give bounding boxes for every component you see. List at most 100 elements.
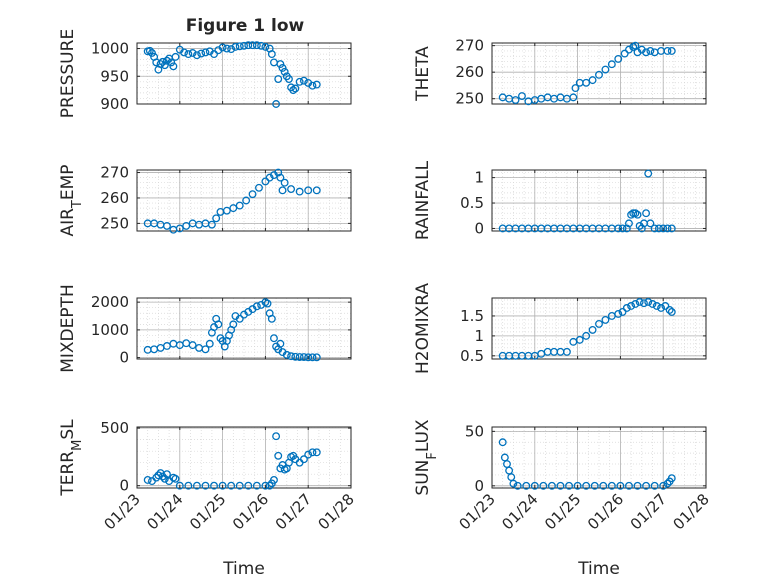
data-point [588, 76, 597, 85]
data-point [261, 42, 270, 51]
data-point [595, 70, 603, 79]
subplot-air-temp: 250 260 270 AIRTEMP [58, 164, 352, 237]
data-point [222, 44, 231, 53]
data-point [235, 481, 244, 490]
x-tick-label: 01/23 [456, 490, 499, 533]
axes-box [491, 426, 707, 489]
data-point [242, 196, 251, 205]
subplot-h2omixra: 0.5 1 1.5 H2OMIXRA [413, 283, 707, 374]
data-point [201, 345, 210, 354]
y-tick-label: 500 [100, 419, 129, 437]
data-point [289, 86, 298, 95]
data-point [654, 224, 663, 233]
data-point [274, 451, 283, 460]
data-point [312, 80, 321, 89]
data-point [163, 221, 171, 230]
data-point [278, 186, 287, 195]
y-tick-label: 0.5 [460, 194, 484, 212]
data-point [304, 353, 313, 362]
data-point [620, 49, 629, 58]
data-point [257, 41, 266, 50]
data-point [547, 481, 556, 490]
data-point [299, 353, 308, 362]
data-point [265, 481, 274, 490]
data-point [582, 481, 591, 490]
subplot-theta: 250 260 270 THETA [413, 37, 707, 108]
data-point [601, 65, 610, 74]
data-point [627, 302, 636, 310]
y-tick-label: 950 [100, 67, 129, 85]
data-point [148, 49, 156, 57]
data-point [571, 84, 580, 93]
data-point [569, 93, 578, 102]
y-tick-label: 1000 [91, 321, 129, 339]
data-point [278, 64, 287, 72]
data-point [646, 47, 655, 55]
data-point [573, 481, 582, 490]
data-point [263, 299, 272, 308]
data-point [252, 41, 261, 50]
x-tick-label: 01/25 [186, 490, 229, 533]
data-point [582, 78, 591, 87]
data-point [182, 221, 191, 230]
data-point [229, 320, 238, 329]
data-point [631, 300, 640, 308]
data-point [312, 353, 321, 362]
y-axis-label: PRESSURE [58, 29, 78, 118]
data-point [312, 448, 321, 457]
x-tick-label: 01/24 [498, 490, 541, 533]
data-point [299, 455, 308, 464]
data-point [276, 60, 285, 69]
data-point [614, 309, 623, 318]
data-point [622, 304, 631, 312]
y-tick-label: 1 [474, 169, 484, 187]
data-point [618, 224, 627, 233]
data-point [659, 224, 668, 233]
data-point [192, 51, 201, 60]
data-point [180, 48, 189, 57]
data-point [252, 481, 261, 490]
data-point [244, 41, 253, 50]
data-point [637, 224, 646, 233]
data-point [270, 334, 278, 343]
data-point [188, 49, 197, 57]
data-point [212, 214, 221, 223]
y-tick-label: 0 [119, 477, 129, 495]
subplot-rainfall: 0 0.5 1 RAINFALL [413, 160, 707, 240]
data-point [590, 481, 599, 490]
data-point [276, 173, 285, 182]
subplot-sun-flux: 0 50 01/23 01/24 01/25 01/26 01/27 01/28 Time SUN… [413, 419, 713, 579]
y-tick-label: 250 [100, 214, 129, 232]
y-tick-label: 50 [465, 422, 484, 440]
data-point [565, 481, 573, 490]
data-point [167, 58, 176, 67]
data-point [287, 352, 296, 361]
data-point [143, 475, 152, 484]
data-point [614, 224, 623, 233]
data-point [607, 481, 616, 490]
data-point [184, 481, 193, 490]
y-axis-label: THETA [413, 46, 433, 102]
y-tick-label: 270 [455, 37, 484, 55]
data-point [631, 41, 640, 50]
data-point [299, 76, 308, 85]
data-point [642, 209, 651, 218]
data-point [650, 481, 659, 490]
data-point [659, 481, 668, 490]
x-tick-label: 01/27 [272, 490, 315, 533]
data-point [663, 479, 672, 488]
data-point [252, 302, 261, 311]
data-point [175, 481, 184, 490]
axes-box [136, 297, 352, 360]
data-point [171, 474, 180, 483]
data-point [274, 75, 283, 83]
data-point [308, 353, 317, 362]
data-point [667, 47, 676, 55]
data-point [556, 481, 565, 490]
axes-box [491, 297, 707, 360]
axes-box [491, 169, 707, 232]
data-point [169, 62, 178, 71]
x-axis-label: Time [577, 559, 620, 579]
data-point [644, 298, 653, 306]
